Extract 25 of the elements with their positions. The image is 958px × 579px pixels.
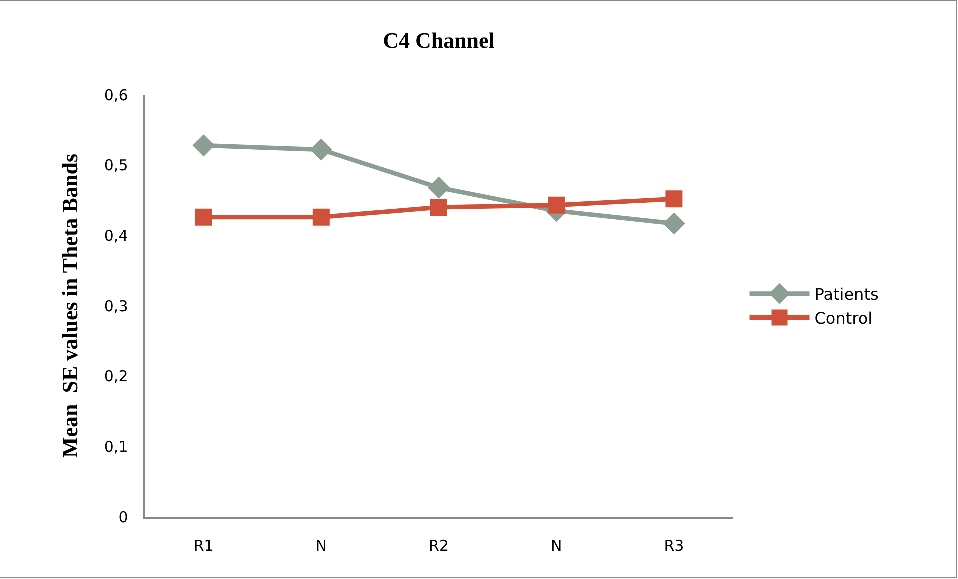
point [192, 134, 215, 157]
y-tick-label: 0,2 [104, 368, 128, 386]
x-tick-label: N [550, 536, 562, 555]
x-tick-label: N [316, 536, 328, 555]
legend-label: Patients [814, 285, 879, 304]
legend-label: Control [814, 308, 873, 328]
point [663, 212, 686, 235]
x-tick-label: R3 [664, 536, 684, 555]
chart-title: C4 Channel [383, 28, 495, 54]
y-tick-label: 0 [118, 508, 128, 526]
point [195, 208, 212, 226]
y-tick-label: 0,1 [104, 438, 128, 456]
y-tick-label: 0,5 [104, 156, 128, 175]
point [310, 138, 332, 161]
x-tick-label: R2 [429, 536, 449, 555]
point [548, 196, 566, 214]
x-tick-label: R1 [194, 536, 214, 555]
y-tick-label: 0,4 [104, 226, 128, 245]
y-axis-title: Mean SE values in Theta Bands [58, 154, 83, 458]
point [428, 176, 450, 199]
y-tick-label: 0,6 [104, 86, 128, 104]
y-tick-label: 0,3 [104, 297, 128, 316]
point [430, 199, 448, 216]
point [312, 208, 330, 226]
point [666, 190, 683, 208]
